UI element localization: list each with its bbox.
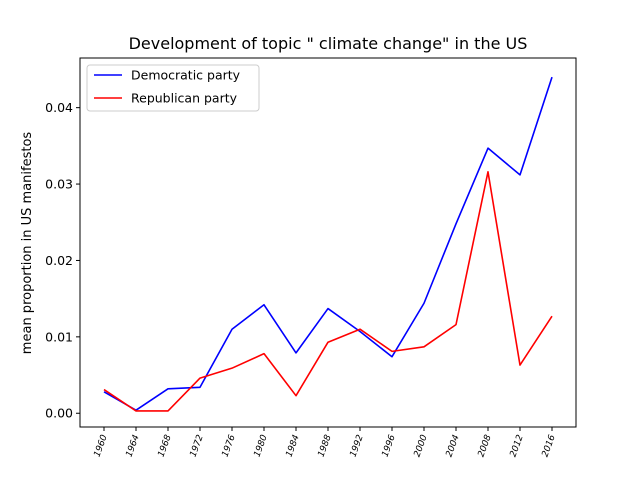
y-axis-ticks: 0.00 0.01 0.02 0.03 0.04	[45, 100, 80, 421]
legend-box	[86, 64, 260, 112]
legend: Democratic party Republican party	[86, 64, 260, 112]
series-line-democratic	[103, 76, 553, 411]
plot-area-frame	[79, 57, 577, 428]
legend-label: Republican party	[131, 91, 238, 106]
chart-title: Development of topic " climate change" i…	[129, 34, 528, 53]
series-line-republican	[103, 171, 553, 412]
y-tick-label: 0.00	[45, 406, 73, 421]
y-axis-label: mean proportion in US manifestos	[20, 132, 35, 355]
series-lines	[103, 76, 553, 412]
legend-label: Democratic party	[131, 68, 241, 83]
y-tick-label: 0.03	[45, 177, 73, 192]
y-tick-label: 0.01	[45, 329, 73, 344]
y-tick-label: 0.04	[45, 100, 73, 115]
y-tick-label: 0.02	[45, 253, 73, 268]
